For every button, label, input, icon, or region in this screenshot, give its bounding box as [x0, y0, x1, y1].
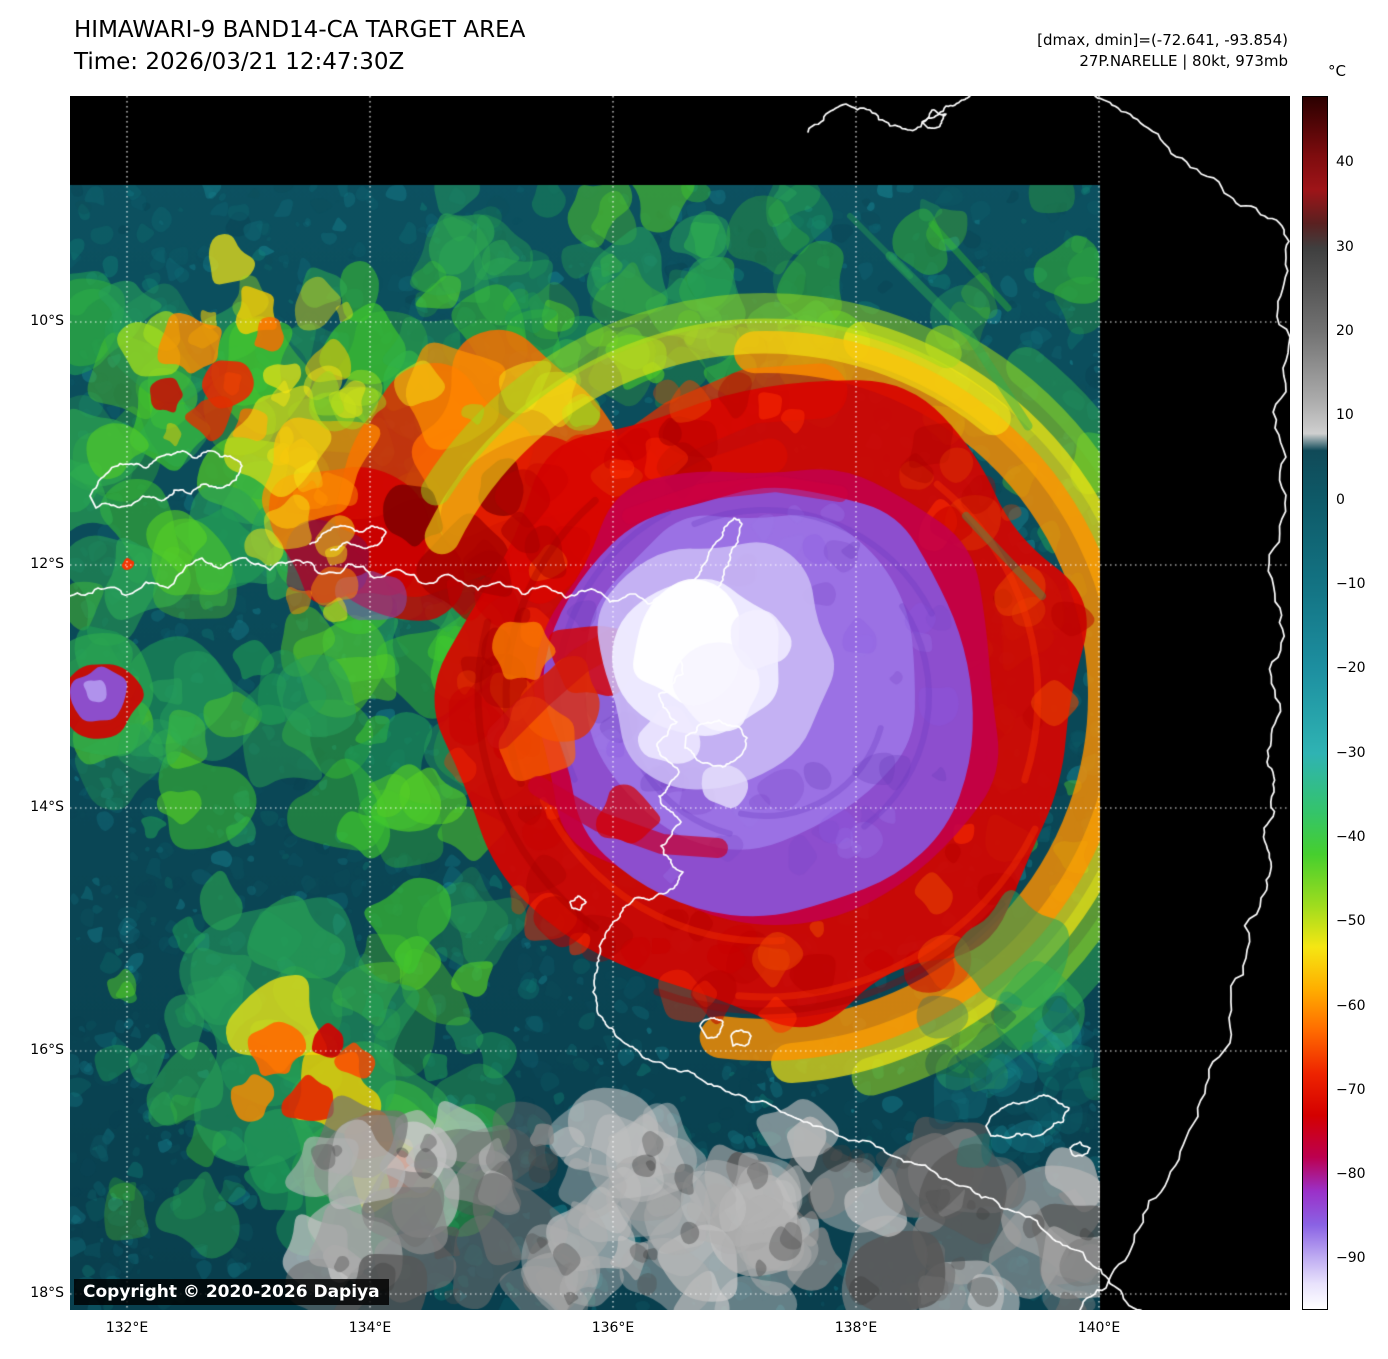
- x-axis-tick-label: 140°E: [1077, 1320, 1121, 1336]
- y-axis-tick-label: 16°S: [30, 1042, 64, 1058]
- colorbar-unit-label: °C: [1328, 62, 1346, 80]
- colorbar-tick-label: −20: [1336, 660, 1366, 677]
- colorbar-tick-label: 30: [1336, 238, 1354, 255]
- satellite-image-canvas: [70, 96, 1290, 1310]
- colorbar-tick-label: −70: [1336, 1081, 1366, 1098]
- y-axis-tick-label: 12°S: [30, 556, 64, 572]
- storm-readout: 27P.NARELLE | 80kt, 973mb: [1079, 52, 1288, 70]
- copyright-badge: Copyright © 2020-2026 Dapiya: [74, 1279, 389, 1305]
- y-axis-tick-label: 10°S: [30, 313, 64, 329]
- colorbar-tick-label: 20: [1336, 323, 1354, 340]
- title-block: HIMAWARI-9 BAND14-CA TARGET AREA Time: 2…: [74, 14, 525, 78]
- colorbar-tick-label: 10: [1336, 407, 1354, 424]
- y-axis-tick-label: 14°S: [30, 799, 64, 815]
- colorbar: [1302, 96, 1328, 1310]
- dmax-dmin-readout: [dmax, dmin]=(-72.641, -93.854): [1037, 31, 1288, 49]
- y-axis-tick-label: 18°S: [30, 1285, 64, 1301]
- colorbar-tick-label: 40: [1336, 154, 1354, 171]
- colorbar-tick-label: −10: [1336, 575, 1366, 592]
- x-axis-tick-label: 138°E: [834, 1320, 878, 1336]
- colorbar-tick-label: −50: [1336, 913, 1366, 930]
- colorbar-tick-label: 0: [1336, 491, 1345, 508]
- info-block: [dmax, dmin]=(-72.641, -93.854) 27P.NARE…: [1037, 30, 1288, 72]
- x-axis-tick-label: 134°E: [348, 1320, 392, 1336]
- colorbar-tick-label: −80: [1336, 1166, 1366, 1183]
- colorbar-tick-label: −60: [1336, 997, 1366, 1014]
- x-axis-tick-label: 132°E: [105, 1320, 149, 1336]
- colorbar-tick-label: −90: [1336, 1250, 1366, 1267]
- product-time: Time: 2026/03/21 12:47:30Z: [74, 49, 405, 75]
- colorbar-tick-label: −40: [1336, 828, 1366, 845]
- colorbar-tick-label: −30: [1336, 744, 1366, 761]
- x-axis-tick-label: 136°E: [591, 1320, 635, 1336]
- product-title: HIMAWARI-9 BAND14-CA TARGET AREA: [74, 17, 526, 43]
